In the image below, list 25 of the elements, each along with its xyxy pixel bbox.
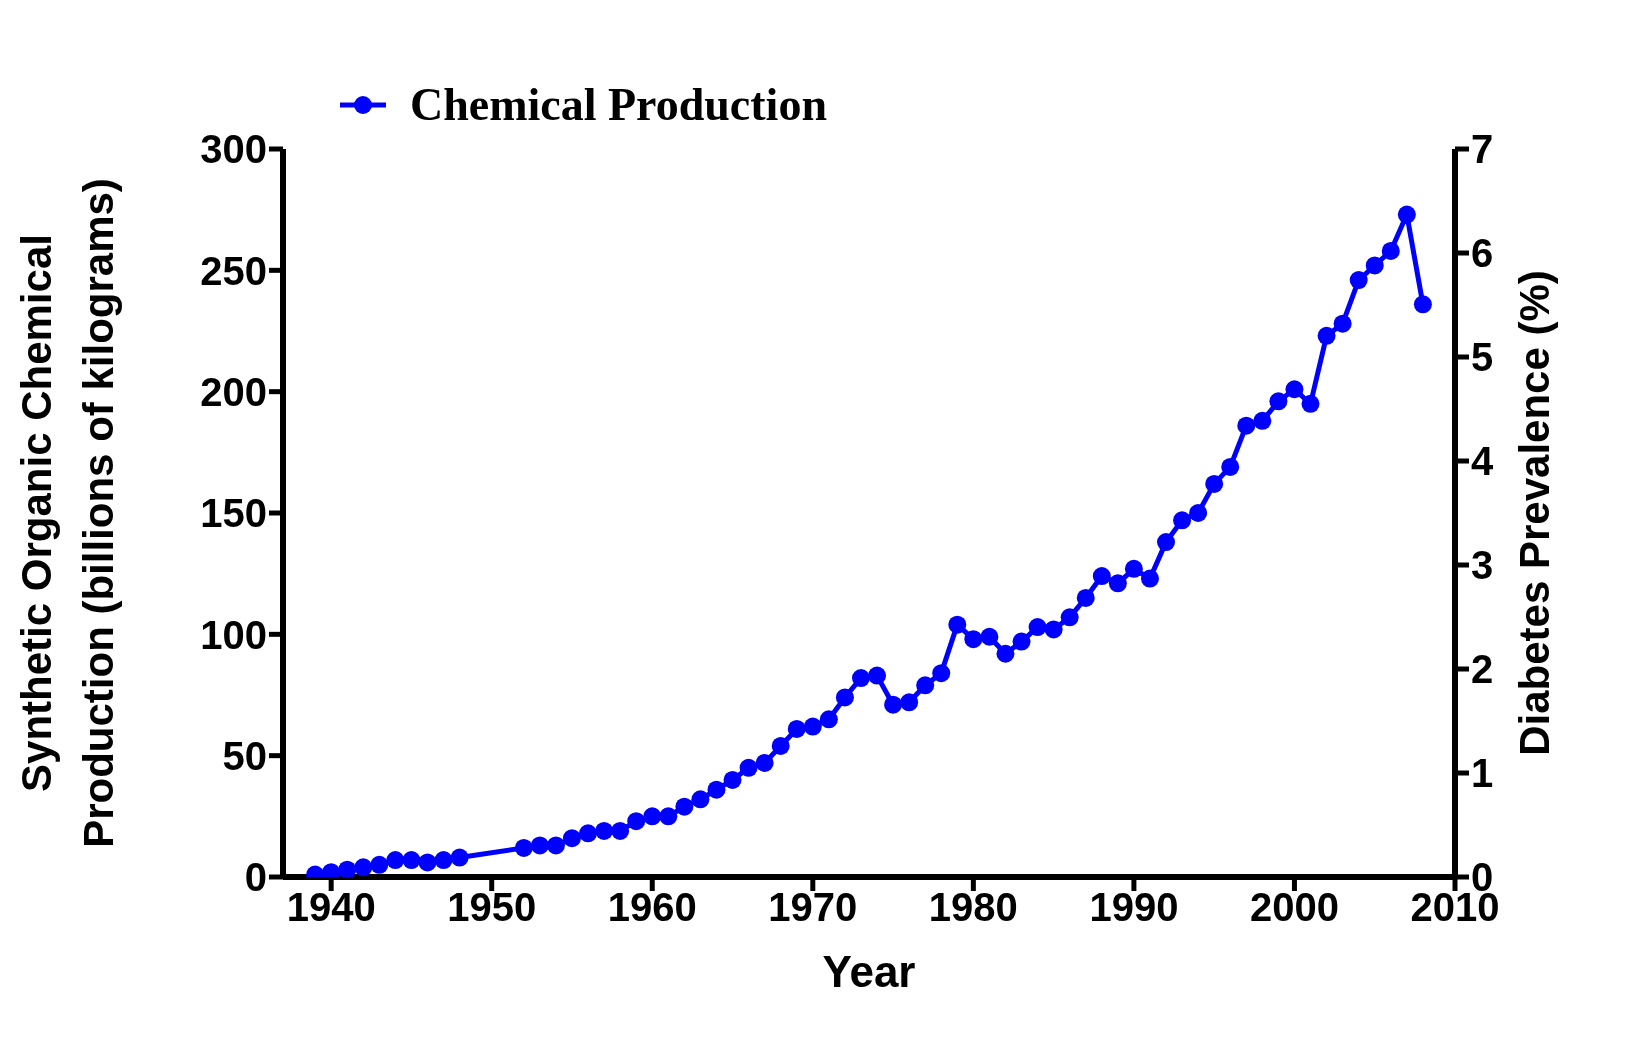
y2-tick-label: 3 <box>1471 543 1494 588</box>
y-tick-label: 300 <box>200 127 267 172</box>
y-tick-label: 150 <box>200 491 267 536</box>
y2-tick-label: 1 <box>1471 751 1494 796</box>
x-axis-title: Year <box>822 947 916 996</box>
x-tick-label: 2000 <box>1249 885 1339 930</box>
y-axis-title: Synthetic Organic Chemical Production (billions of kilograms) <box>13 178 122 848</box>
y-tick-label: 100 <box>200 612 267 657</box>
legend-label: Chemical Production <box>410 78 827 131</box>
y2-tick-label: 7 <box>1471 127 1494 172</box>
x-tick-label: 1960 <box>607 885 697 930</box>
y2-tick-label: 2 <box>1471 647 1494 692</box>
y2-tick-label: 6 <box>1471 231 1494 276</box>
y-tick-label: 0 <box>244 855 267 900</box>
y2-tick-label: 4 <box>1471 439 1494 484</box>
x-tick-label: 1970 <box>768 885 858 930</box>
x-tick-label: 1950 <box>447 885 537 930</box>
x-tick-label: 1980 <box>928 885 1018 930</box>
y2-axis-title: Diabetes Prevalence (%) <box>1511 270 1558 756</box>
x-tick-label: 1990 <box>1089 885 1179 930</box>
y-tick-label: 50 <box>222 733 267 778</box>
y-tick-label: 250 <box>200 248 267 293</box>
y-tick-label: 200 <box>200 369 267 414</box>
y2-tick-label: 5 <box>1471 335 1494 380</box>
x-tick-label: 1940 <box>286 885 376 930</box>
